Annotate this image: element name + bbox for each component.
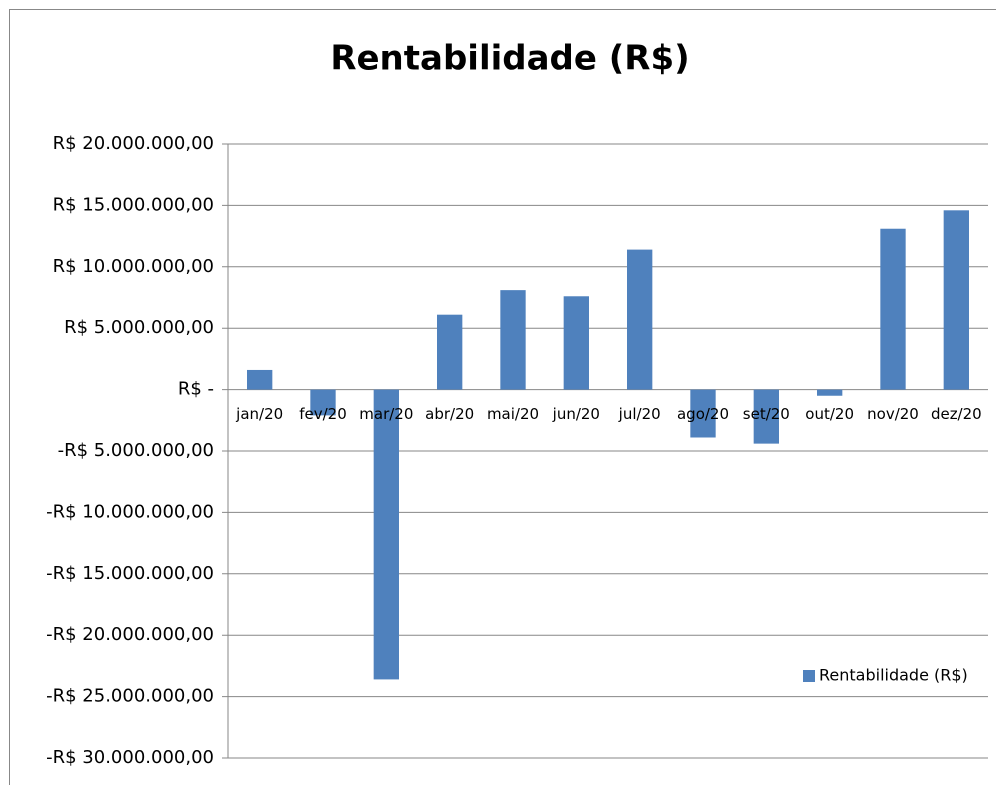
bar — [437, 314, 463, 390]
x-tick-label: out/20 — [805, 405, 854, 423]
bar — [817, 389, 843, 396]
y-tick-label: R$ 10.000.000,00 — [53, 256, 214, 277]
bar — [627, 249, 653, 390]
y-tick-label: R$ 5.000.000,00 — [64, 317, 214, 338]
y-tick-label: -R$ 15.000.000,00 — [46, 563, 214, 584]
bar — [753, 389, 779, 444]
y-tick-label: R$ - — [178, 379, 214, 400]
chart-frame — [9, 9, 996, 785]
legend-label: Rentabilidade (R$) — [819, 666, 968, 685]
bar — [880, 228, 906, 390]
y-tick-label: R$ 20.000.000,00 — [53, 133, 214, 154]
y-tick-label: -R$ 10.000.000,00 — [46, 501, 214, 522]
bar — [943, 210, 969, 390]
bar — [373, 389, 399, 680]
x-tick-label: jul/20 — [618, 405, 661, 423]
bar — [247, 369, 273, 390]
bar — [563, 296, 589, 390]
bar — [500, 290, 526, 390]
x-tick-label: mar/20 — [359, 405, 413, 423]
y-tick-label: -R$ 30.000.000,00 — [46, 747, 214, 768]
x-tick-label: dez/20 — [931, 405, 982, 423]
x-tick-label: fev/20 — [299, 405, 347, 423]
bar — [310, 389, 336, 416]
y-tick-label: -R$ 25.000.000,00 — [46, 686, 214, 707]
y-tick-label: -R$ 5.000.000,00 — [58, 440, 214, 461]
x-tick-label: ago/20 — [677, 405, 729, 423]
x-tick-label: mai/20 — [487, 405, 539, 423]
chart-title: Rentabilidade (R$) — [330, 39, 689, 79]
legend-swatch — [803, 670, 815, 682]
x-tick-label: jun/20 — [552, 405, 600, 423]
x-tick-label: jan/20 — [235, 405, 283, 423]
x-tick-label: abr/20 — [425, 405, 474, 423]
x-tick-label: set/20 — [743, 405, 790, 423]
x-tick-label: nov/20 — [867, 405, 919, 423]
y-tick-label: -R$ 20.000.000,00 — [46, 624, 214, 645]
bar — [690, 389, 716, 438]
y-tick-label: R$ 15.000.000,00 — [53, 194, 214, 215]
